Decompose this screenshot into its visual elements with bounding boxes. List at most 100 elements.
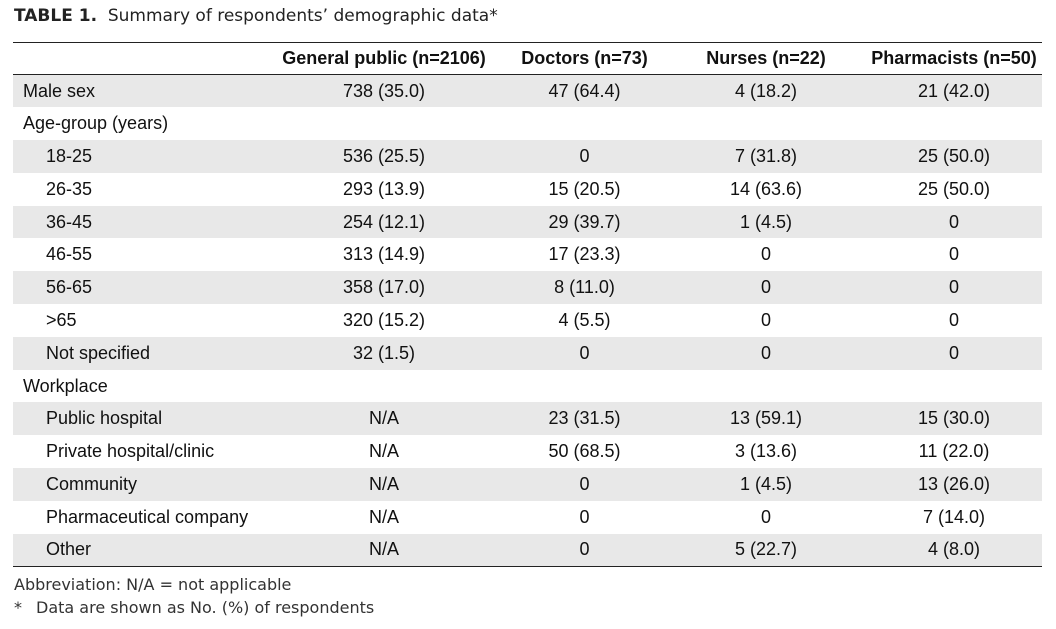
- table-cell: 0: [948, 277, 959, 298]
- table-cell: N/A: [368, 473, 399, 494]
- table-cell: 536 (25.5): [342, 145, 426, 166]
- row-label: Pharmaceutical company: [46, 506, 249, 527]
- table-cell: 738 (35.0): [342, 80, 426, 101]
- table-row: Community N/A 0 1 (4.5) 13 (26.0): [13, 468, 1042, 501]
- table-cell: 313 (14.9): [342, 244, 426, 265]
- row-label: 56-65: [46, 277, 93, 298]
- table-cell: [503, 370, 666, 403]
- row-label: 36-45: [46, 211, 93, 232]
- row-label: Not specified: [46, 342, 151, 363]
- table-cell: 15 (20.5): [548, 178, 621, 199]
- table-cell: 21 (42.0): [917, 80, 991, 101]
- table-cell: 32 (1.5): [352, 342, 416, 363]
- table-cell: 0: [579, 145, 590, 166]
- table-row: Workplace: [13, 370, 1042, 403]
- table-cell: 14 (63.6): [729, 178, 803, 199]
- table-cell: N/A: [368, 506, 399, 527]
- table-row: Public hospital N/A 23 (31.5) 13 (59.1) 15 (…: [13, 402, 1042, 436]
- table-cell: 0: [760, 309, 771, 330]
- footnote-mark: *: [14, 598, 22, 617]
- row-label: Public hospital: [46, 408, 163, 429]
- column-header-doctors: Doctors (n=73): [503, 42, 666, 75]
- table-cell: 0: [579, 506, 590, 527]
- table-cell: 11 (22.0): [918, 441, 990, 462]
- column-header-pharmacists: Pharmacists (n=50): [866, 42, 1042, 75]
- table-caption: TABLE 1. Summary of respondents’ demogra…: [14, 6, 498, 26]
- table-cell: 0: [503, 533, 666, 567]
- table-row: Male sex 738 (35.0) 47 (64.4) 4 (18.2) 21 (4…: [13, 74, 1042, 108]
- table-cell: 0: [948, 309, 959, 330]
- table-cell: [503, 107, 666, 140]
- table-row: 26-35 293 (13.9) 15 (20.5) 14 (63.6) 25 (50.…: [13, 173, 1042, 206]
- table-cell: 7 (31.8): [734, 145, 798, 166]
- table-title: Summary of respondents’ demographic data…: [107, 6, 498, 26]
- abbreviation-note: Abbreviation: N/A = not applicable: [14, 575, 292, 594]
- table-cell: 29 (39.7): [548, 211, 621, 232]
- data-note: * Data are shown as No. (%) of respondent…: [14, 596, 374, 619]
- table-cell: [666, 107, 866, 140]
- table-cell: 0: [579, 473, 590, 494]
- table-row: 18-25 536 (25.5) 0 7 (31.8) 25 (50.0): [13, 140, 1042, 173]
- row-label: Workplace: [23, 375, 108, 396]
- table-cell: 293 (13.9): [342, 178, 426, 199]
- column-header-general-public: General public (n=2106): [265, 42, 503, 75]
- row-label: Male sex: [23, 80, 96, 101]
- table-cell: 1 (4.5): [739, 211, 793, 232]
- table-cell: 8 (11.0): [554, 277, 615, 298]
- table-cell: [265, 370, 503, 403]
- table-cell: [265, 107, 503, 140]
- table-cell: 47 (64.4): [548, 80, 621, 101]
- table-cell: 13 (26.0): [917, 473, 991, 494]
- table-cell: N/A: [368, 408, 399, 429]
- table-cell: 358 (17.0): [342, 277, 426, 298]
- table-cell: 3 (13.6): [734, 441, 798, 462]
- row-label: Private hospital/clinic: [46, 441, 215, 462]
- table-row: Age-group (years): [13, 107, 1042, 140]
- table-cell: [866, 107, 1042, 140]
- footnotes: Abbreviation: N/A = not applicable * Data…: [14, 573, 374, 619]
- table-cell: 25 (50.0): [917, 178, 991, 199]
- table-cell: 5 (22.7): [666, 533, 866, 567]
- row-label: 18-25: [46, 145, 93, 166]
- table-cell: 0: [760, 244, 771, 265]
- table-cell: 0: [948, 342, 959, 363]
- table-cell: 0: [760, 342, 771, 363]
- table-number: TABLE 1.: [14, 6, 98, 26]
- table-row: 56-65 358 (17.0) 8 (11.0) 0 0: [13, 271, 1042, 305]
- table-row: Pharmaceutical company N/A 0 0 7 (14.0): [13, 501, 1042, 534]
- table-cell: 4 (8.0): [866, 533, 1042, 567]
- table-cell: 13 (59.1): [729, 408, 803, 429]
- table-cell: N/A: [368, 441, 399, 462]
- table-cell: 320 (15.2): [342, 309, 426, 330]
- table-cell: 0: [948, 211, 959, 232]
- table-cell: 1 (4.5): [739, 473, 793, 494]
- row-label: >65: [46, 309, 77, 330]
- table-row: Not specified 32 (1.5) 0 0 0: [13, 336, 1042, 370]
- column-header-stub: [13, 42, 265, 75]
- table-cell: 15 (30.0): [917, 408, 991, 429]
- table-row: 36-45 254 (12.1) 29 (39.7) 1 (4.5) 0: [13, 205, 1042, 239]
- table-cell: 0: [579, 342, 590, 363]
- row-label: Other: [13, 533, 265, 567]
- table-cell: 0: [948, 244, 959, 265]
- row-label: 46-55: [46, 244, 93, 265]
- table-row: 46-55 313 (14.9) 17 (23.3) 0 0: [13, 238, 1042, 271]
- table-cell: 0: [760, 506, 771, 527]
- row-label: 26-35: [46, 178, 93, 199]
- table-cell: 17 (23.3): [548, 244, 621, 265]
- table-cell: 4 (18.2): [734, 80, 798, 101]
- table-cell: [666, 370, 866, 403]
- table-row: Private hospital/clinic N/A 50 (68.5) 3 (13…: [13, 435, 1042, 468]
- table-cell: 0: [760, 277, 771, 298]
- table-cell: 23 (31.5): [548, 408, 621, 429]
- demographics-table: General public (n=2106) Doctors (n=73) N…: [13, 42, 1042, 567]
- table-cell: 4 (5.5): [558, 309, 611, 330]
- table-cell: 7 (14.0): [922, 506, 986, 527]
- column-header-nurses: Nurses (n=22): [666, 42, 866, 75]
- table-row: >65 320 (15.2) 4 (5.5) 0 0: [13, 304, 1042, 337]
- header-row: General public (n=2106) Doctors (n=73) N…: [13, 42, 1042, 75]
- footnote-text: Data are shown as No. (%) of respondents: [36, 598, 375, 617]
- table-body: Male sex 738 (35.0) 47 (64.4) 4 (18.2) 21 (4…: [13, 74, 1042, 567]
- table-cell: [866, 370, 1042, 403]
- row-label: Community: [46, 473, 138, 494]
